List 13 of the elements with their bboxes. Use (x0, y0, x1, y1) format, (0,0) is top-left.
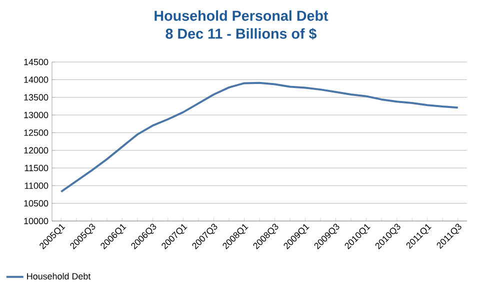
y-tick-label: 14000 (24, 76, 48, 83)
y-tick-label: 11000 (24, 182, 48, 189)
y-tick-label: 14500 (24, 58, 48, 66)
y-tick-label: 11500 (24, 164, 48, 172)
y-tick-label: 13500 (24, 94, 48, 101)
y-tick-label: 10500 (24, 200, 48, 207)
chart-subtitle: 8 Dec 11 - Billions of $ (166, 28, 317, 40)
y-tick-label: 12000 (24, 147, 48, 154)
y-tick-label: 13000 (24, 112, 48, 118)
legend-label: Household Debt (27, 272, 91, 280)
y-tick-label: 12500 (24, 129, 48, 136)
y-tick-label: 10000 (24, 218, 48, 224)
chart-title: Household Personal Debt (154, 10, 328, 21)
